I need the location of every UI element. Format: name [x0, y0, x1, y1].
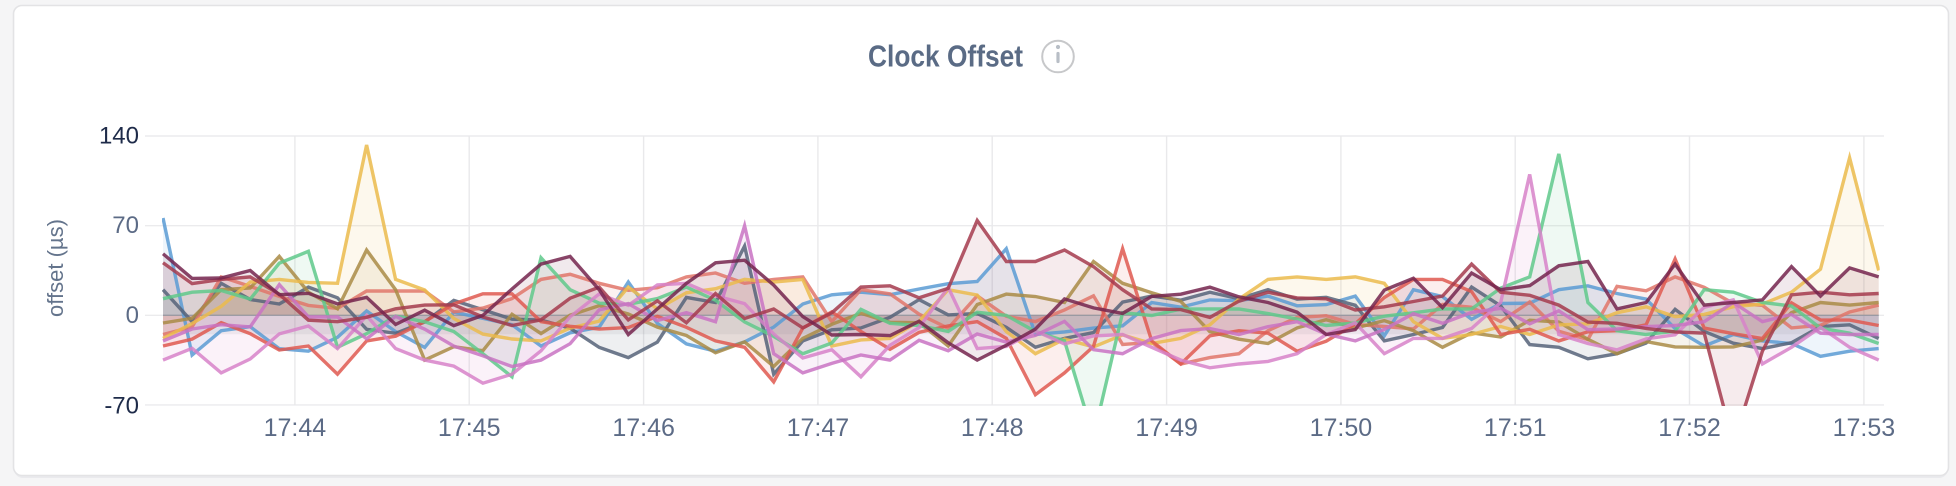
svg-text:Clock Offset: Clock Offset: [868, 39, 1023, 74]
svg-text:17:44: 17:44: [264, 414, 327, 442]
svg-text:0: 0: [126, 302, 139, 329]
svg-text:140: 140: [99, 122, 139, 149]
svg-text:17:47: 17:47: [787, 414, 850, 442]
svg-text:17:45: 17:45: [438, 414, 501, 442]
svg-text:70: 70: [112, 212, 139, 239]
svg-text:offset (µs): offset (µs): [43, 219, 68, 317]
svg-text:17:51: 17:51: [1484, 414, 1547, 442]
svg-text:17:48: 17:48: [961, 414, 1024, 442]
svg-text:17:52: 17:52: [1658, 414, 1721, 442]
svg-text:-70: -70: [104, 393, 139, 420]
svg-text:17:50: 17:50: [1310, 414, 1373, 442]
svg-text:17:53: 17:53: [1833, 414, 1896, 442]
svg-text:17:46: 17:46: [612, 414, 675, 442]
svg-text:17:49: 17:49: [1135, 414, 1198, 442]
